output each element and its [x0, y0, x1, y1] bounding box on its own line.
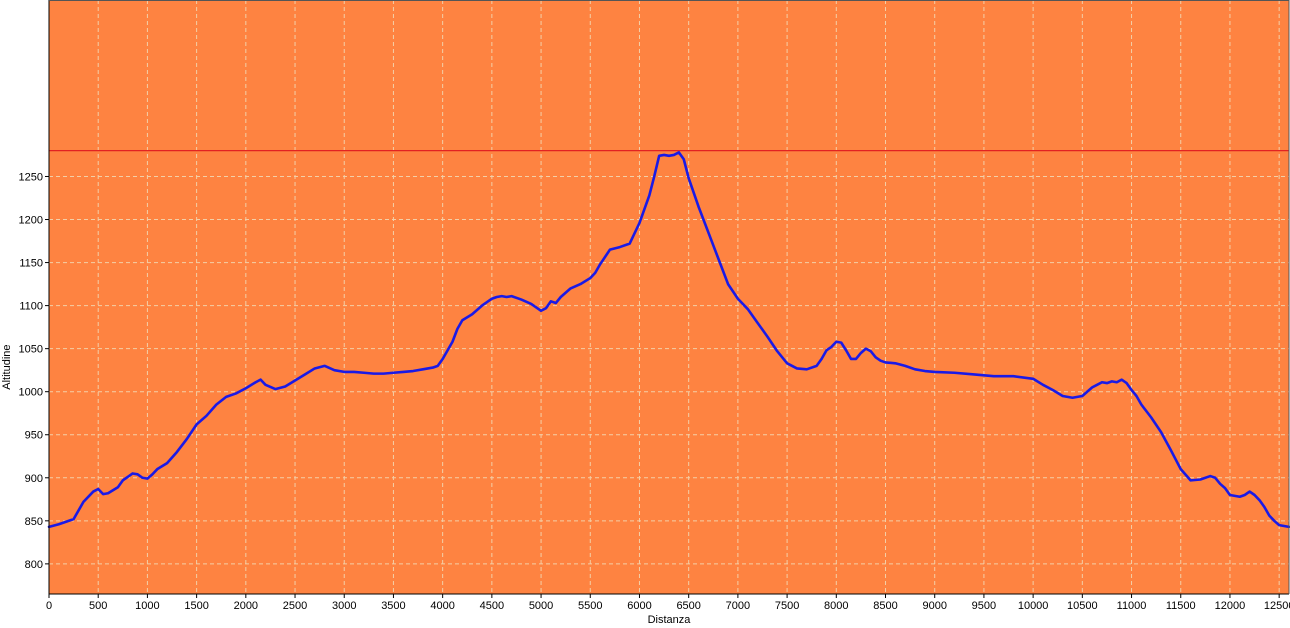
- x-tick-label: 12500: [1264, 600, 1290, 612]
- x-tick-label: 10000: [1018, 600, 1049, 612]
- x-tick-label: 5000: [529, 600, 553, 612]
- x-tick-label: 11000: [1117, 600, 1147, 612]
- x-tick-label: 7500: [775, 600, 799, 612]
- x-tick-label: 10500: [1067, 600, 1098, 612]
- x-tick-label: 2000: [234, 600, 258, 612]
- y-axis-ticks: 800 850 900 950 1000 1050 1100 1150 1200 1250: [19, 171, 49, 571]
- y-tick-label: 1000: [19, 387, 43, 399]
- x-axis-title: Distanza: [648, 614, 692, 626]
- x-tick-label: 2500: [283, 600, 307, 612]
- y-tick-label: 850: [25, 516, 43, 528]
- x-tick-label: 500: [89, 600, 107, 612]
- x-tick-label: 4500: [480, 600, 504, 612]
- x-tick-label: 1500: [184, 600, 208, 612]
- plot-background: [49, 0, 1289, 594]
- series-group: [47, 151, 1290, 529]
- x-tick-label: 12000: [1215, 600, 1246, 612]
- y-axis-title: Altitudine: [1, 344, 13, 389]
- x-tick-label: 6500: [676, 600, 700, 612]
- x-axis-ticks: 0 500 1000 1500 2000 2500 3000 3500 4000 4500 5000…: [46, 594, 1290, 612]
- x-tick-label: 7000: [726, 600, 750, 612]
- y-tick-label: 1100: [19, 301, 43, 313]
- grid: [49, 0, 1289, 594]
- x-tick-label: 9000: [922, 600, 946, 612]
- x-tick-label: 3000: [332, 600, 356, 612]
- y-tick-label: 800: [25, 559, 43, 571]
- y-tick-label: 1050: [19, 344, 43, 356]
- y-tick-label: 1200: [19, 215, 43, 227]
- y-tick-label: 1250: [19, 171, 43, 183]
- x-tick-label: 3500: [381, 600, 405, 612]
- y-tick-label: 1150: [19, 258, 43, 270]
- altitude-series-line: [47, 151, 1290, 529]
- x-tick-label: 6000: [627, 600, 651, 612]
- y-tick-label: 900: [25, 473, 43, 485]
- x-tick-label: 4000: [430, 600, 454, 612]
- x-tick-label: 9500: [972, 600, 996, 612]
- x-tick-label: 8000: [824, 600, 848, 612]
- y-tick-label: 950: [25, 430, 43, 442]
- x-tick-label: 1000: [135, 600, 159, 612]
- plot-area: [49, 0, 1289, 594]
- x-tick-label: 8500: [873, 600, 897, 612]
- x-tick-label: 11500: [1166, 600, 1196, 612]
- x-tick-label: 5500: [578, 600, 602, 612]
- x-tick-label: 0: [46, 600, 52, 612]
